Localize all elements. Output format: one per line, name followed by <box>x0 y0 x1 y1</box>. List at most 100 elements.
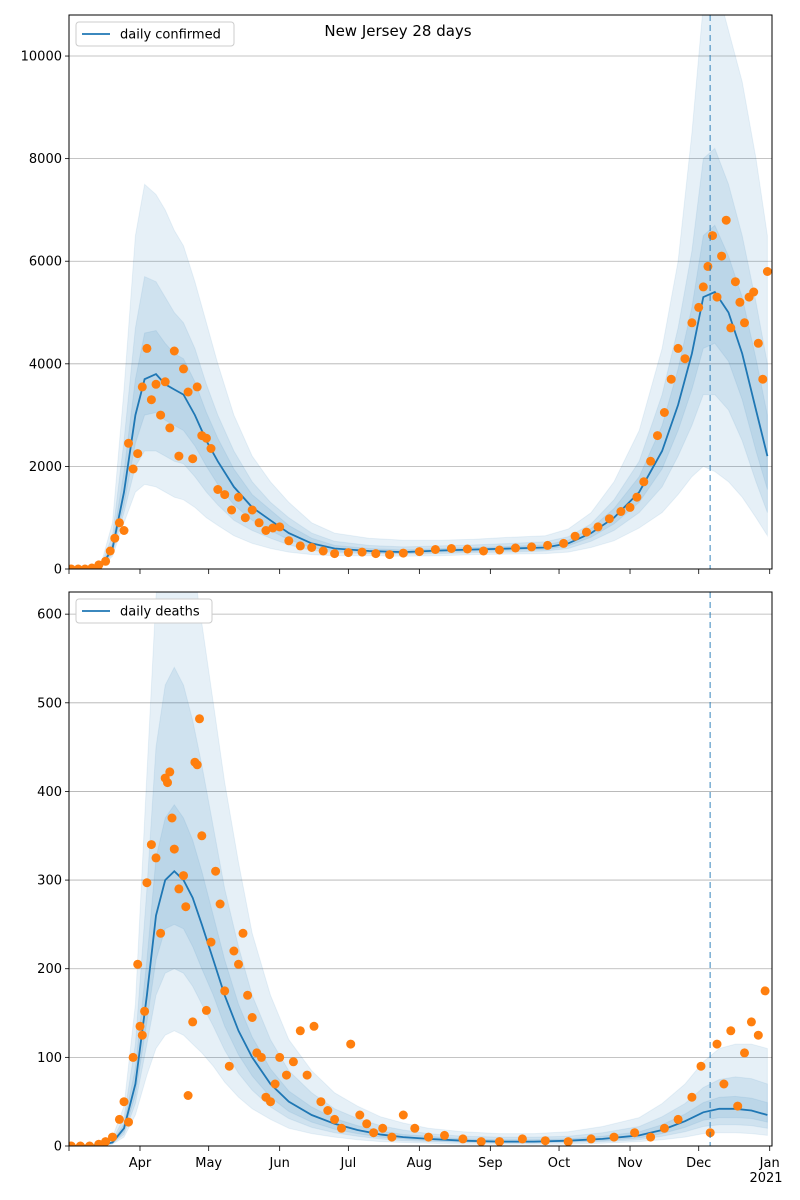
observed-point <box>687 318 697 328</box>
x-tick-label: May <box>195 1156 222 1171</box>
model-line <box>69 290 769 569</box>
observed-point <box>593 522 603 532</box>
observed-point <box>270 1079 280 1089</box>
observed-point <box>696 1061 706 1071</box>
observed-point <box>563 1137 573 1146</box>
observed-point <box>495 545 504 555</box>
observed-point <box>167 813 177 823</box>
observed-point <box>80 564 90 569</box>
observed-point <box>133 449 143 459</box>
observed-point <box>440 1130 449 1140</box>
observed-point <box>387 1132 397 1142</box>
x-tick-label: Oct <box>548 1156 570 1171</box>
observed-point <box>330 1114 340 1124</box>
observed-point <box>570 531 580 541</box>
observed-point <box>192 382 202 392</box>
observed-point <box>282 1070 291 1080</box>
y-tick-label: 600 <box>37 608 62 623</box>
observed-point <box>616 507 626 516</box>
observed-point <box>75 1141 85 1146</box>
observed-point <box>114 1114 124 1124</box>
observed-point <box>128 1052 138 1062</box>
observed-point <box>201 1005 211 1015</box>
observed-point <box>195 714 204 724</box>
observed-point <box>156 928 166 938</box>
plot-area <box>69 592 770 1146</box>
observed-point <box>137 1030 147 1040</box>
x-tick-label: Sep <box>478 1156 503 1171</box>
deaths-panel: 0 100 200 300 400 500 600 Apr May Jun Jul Aug Sep Oct… <box>37 591 780 1171</box>
legend-box <box>75 598 213 624</box>
observed-point <box>703 261 713 271</box>
observed-point <box>746 1017 756 1027</box>
observed-point <box>151 379 161 389</box>
observed-point <box>238 928 248 938</box>
observed-point <box>708 231 717 241</box>
observed-point <box>243 990 253 1000</box>
y-tick-label: 8000 <box>29 152 62 167</box>
observed-point <box>414 547 424 557</box>
x-tick-label: Jan <box>759 1156 780 1171</box>
observed-point <box>740 318 749 328</box>
observed-point <box>733 1101 743 1111</box>
observed-point <box>169 346 179 356</box>
observed-point <box>288 1057 298 1067</box>
observed-point <box>758 374 768 384</box>
observed-point <box>680 354 690 364</box>
x-tick-label: Jun <box>269 1156 290 1171</box>
observed-point <box>511 543 520 553</box>
observed-point <box>165 423 175 433</box>
observed-point <box>659 408 669 417</box>
observed-point <box>673 343 683 353</box>
x-tick-label: Dec <box>686 1156 711 1171</box>
observed-point <box>105 546 115 556</box>
observed-point <box>666 374 676 384</box>
observed-point <box>717 251 727 261</box>
axes-frame <box>68 591 773 1147</box>
observed-point <box>229 946 239 956</box>
observed-point <box>151 853 161 863</box>
observed-point <box>424 1132 433 1142</box>
observed-point <box>307 543 317 552</box>
observed-point <box>124 1117 133 1127</box>
observed-point <box>385 550 395 560</box>
observed-point <box>735 297 745 307</box>
axes-frame <box>68 14 773 570</box>
observed-point <box>559 538 569 548</box>
observed-point <box>247 505 257 515</box>
observed-point <box>179 364 188 374</box>
observed-point <box>446 544 456 553</box>
observed-point <box>73 564 83 569</box>
observed-point <box>346 1039 356 1049</box>
observed-point <box>694 302 704 312</box>
observed-point <box>266 1097 275 1107</box>
observed-point <box>673 1114 683 1124</box>
observed-point <box>330 549 340 559</box>
observed-point <box>646 456 656 466</box>
observed-point <box>94 1139 104 1146</box>
observed-point <box>604 514 614 524</box>
observed-point <box>183 1091 193 1100</box>
observed-point <box>163 778 172 788</box>
observed-point <box>760 986 770 996</box>
observed-point <box>309 1021 319 1031</box>
observed-point <box>94 560 104 569</box>
observed-point <box>543 540 553 550</box>
observed-point <box>369 1128 379 1138</box>
observed-point <box>517 1134 527 1144</box>
observed-point <box>142 878 152 888</box>
observed-point <box>101 1137 111 1146</box>
observed-point <box>268 523 278 533</box>
band-outer <box>69 15 768 569</box>
observed-point <box>140 1006 150 1016</box>
observed-point <box>146 395 156 405</box>
y-tick-label: 0 <box>54 563 62 578</box>
plot-area <box>69 15 772 569</box>
x-tick-label: Nov <box>617 1156 643 1171</box>
observed-point <box>458 1134 468 1144</box>
y-tick-label: 300 <box>37 874 62 889</box>
observed-point <box>632 492 642 502</box>
observed-point <box>687 1092 697 1102</box>
y-tick-label: 100 <box>37 1051 62 1066</box>
observed-point <box>188 1017 198 1027</box>
